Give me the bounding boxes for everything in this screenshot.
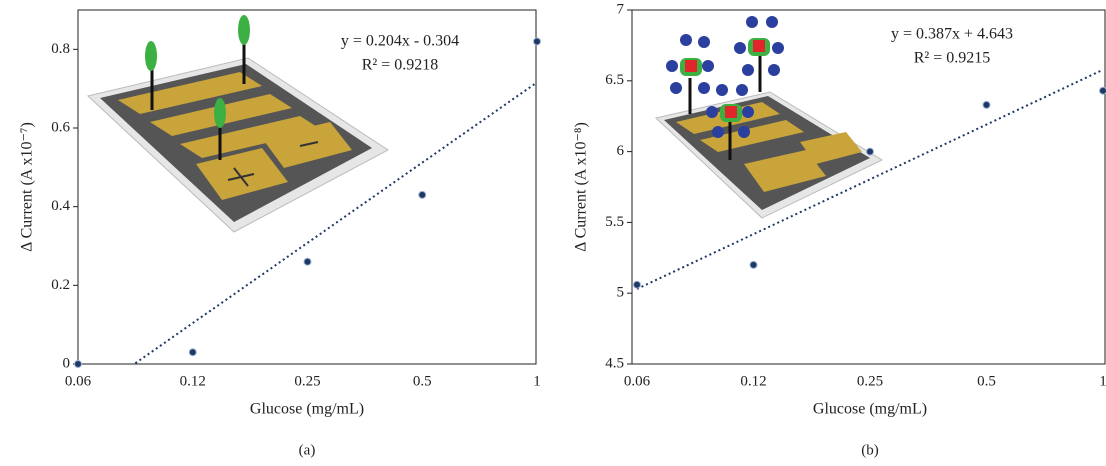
- y-tick-label: 0.8: [51, 41, 70, 57]
- y-tick-label: 0.2: [51, 277, 70, 293]
- x-tick-label: 0.25: [857, 373, 883, 389]
- y-tick-label: 5: [617, 285, 625, 301]
- x-tick-label: 0.25: [294, 373, 320, 389]
- trendline-equation: y = 0.387x + 4.643: [891, 26, 1013, 43]
- y-tick-label: 0: [63, 355, 71, 371]
- y-tick-label: 6: [617, 143, 625, 159]
- data-point: [750, 261, 757, 268]
- r-squared: R² = 0.9218: [362, 57, 439, 74]
- y-tick-label: 5.5: [605, 214, 624, 230]
- x-axis-label: Glucose (mg/mL): [813, 401, 927, 418]
- y-tick-label: 0.6: [51, 119, 70, 135]
- caption: (b): [861, 442, 879, 458]
- data-point: [75, 361, 82, 368]
- caption: (a): [299, 442, 316, 458]
- x-tick-label: 0.5: [977, 373, 996, 389]
- trendline: [637, 70, 1103, 289]
- x-tick-label: 1: [1099, 373, 1106, 389]
- y-tick-label: 7: [617, 1, 625, 17]
- y-axis-label: Δ Current (A x10⁻⁸): [573, 122, 590, 252]
- x-tick-label: 0.06: [65, 373, 92, 389]
- x-tick-label: 1: [533, 373, 541, 389]
- trendline-equation: y = 0.204x - 0.304: [341, 33, 459, 50]
- x-tick-label: 0.12: [740, 373, 766, 389]
- x-axis-label: Glucose (mg/mL): [250, 401, 364, 418]
- y-tick-label: 6.5: [605, 72, 624, 88]
- data-point: [634, 281, 641, 288]
- figure: 0 0.2 0.4 0.6 0.8 0.06 0.12 0.25 0.5 1 Glucose (mg…: [0, 0, 1106, 466]
- data-point: [189, 349, 196, 356]
- data-point: [867, 148, 874, 155]
- data-point: [419, 191, 426, 198]
- data-point: [534, 38, 541, 45]
- electrode-illustration: [656, 16, 882, 218]
- y-tick-label: 0.4: [51, 198, 70, 214]
- r-squared: R² = 0.9215: [914, 50, 991, 67]
- x-tick-label: 0.12: [180, 373, 206, 389]
- y-tick-label: 4.5: [605, 355, 624, 371]
- x-tick-label: 0.5: [413, 373, 432, 389]
- y-axis-label: Δ Current (A x10⁻⁷): [19, 122, 36, 252]
- x-tick-label: 0.06: [624, 373, 651, 389]
- data-point: [983, 101, 990, 108]
- data-point: [1100, 87, 1106, 94]
- data-point: [304, 258, 311, 265]
